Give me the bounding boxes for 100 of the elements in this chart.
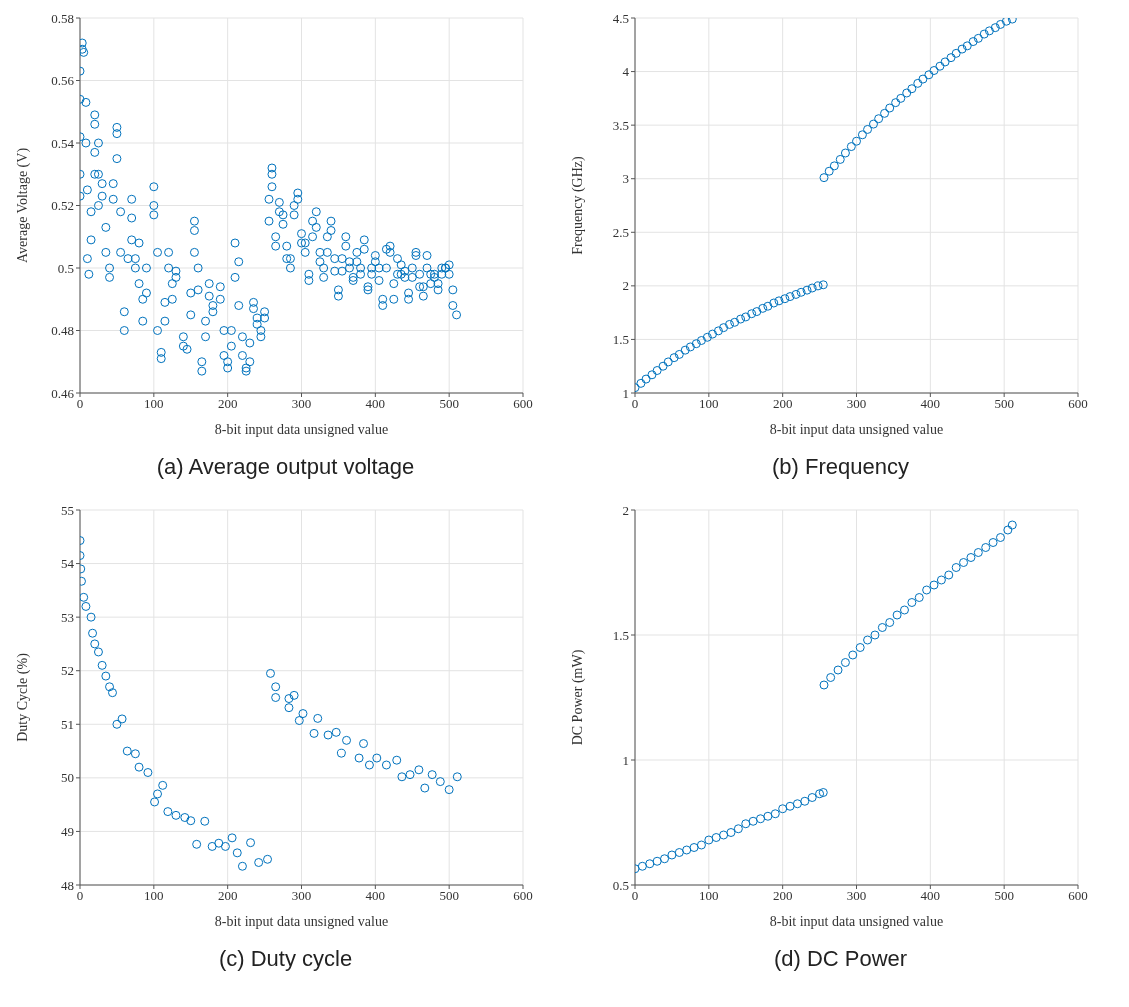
y-tick-label: 4: [622, 64, 630, 80]
y-tick-label: 0.5: [57, 260, 74, 276]
x-tick-label: 500: [994, 396, 1014, 412]
y-axis-title: Frequency (GHz): [569, 155, 586, 255]
x-tick-label: 0: [76, 396, 84, 412]
x-tick-label: 0: [631, 396, 639, 412]
point: [973, 548, 983, 557]
y-tick-label: 0.54: [51, 135, 75, 151]
point: [689, 843, 699, 852]
point: [922, 585, 932, 595]
text: (d) DC Power: [773, 946, 908, 972]
point: [818, 788, 828, 797]
point: [877, 623, 887, 632]
point: [726, 828, 736, 837]
x-tick-label: 0: [76, 888, 84, 904]
y-tick-label: 48: [61, 877, 74, 893]
point: [826, 673, 836, 682]
point: [704, 835, 714, 845]
x-tick-label: 500: [439, 396, 459, 412]
y-tick-label: 1: [622, 752, 629, 768]
point: [929, 580, 939, 590]
point: [885, 618, 895, 627]
point: [870, 630, 880, 640]
text: (c) Duty cycle: [218, 946, 353, 972]
x-axis-title: 8-bit input data unsigned value: [214, 422, 389, 437]
point: [800, 796, 810, 806]
y-tick-label: 0.52: [51, 198, 74, 214]
y-tick-label: 50: [61, 770, 74, 786]
point: [637, 861, 647, 871]
y-axis-title: Average Voltage (V): [14, 147, 31, 264]
x-tick-label: 100: [699, 396, 719, 412]
point: [696, 840, 706, 850]
point: [914, 593, 924, 602]
x-tick-label: 100: [144, 888, 164, 904]
y-tick-label: 4.5: [612, 10, 629, 26]
x-tick-label: 600: [1068, 396, 1088, 412]
point: [907, 598, 917, 607]
x-tick-label: 500: [994, 888, 1014, 904]
point: [995, 533, 1005, 542]
x-axis-title: 8-bit input data unsigned value: [769, 422, 944, 437]
x-tick-label: 0: [631, 888, 639, 904]
y-tick-label: 0.48: [51, 323, 74, 339]
x-tick-label: 600: [513, 396, 533, 412]
y-tick-label: 3.5: [612, 117, 629, 133]
point: [840, 658, 850, 667]
y-axis-title: DC Power (mW): [569, 649, 586, 746]
y-tick-label: 1.5: [612, 332, 629, 348]
x-tick-label: 200: [772, 888, 793, 904]
point: [819, 680, 829, 690]
x-tick-label: 200: [772, 396, 793, 412]
point: [944, 570, 954, 580]
point: [815, 789, 825, 799]
point: [645, 859, 655, 869]
x-tick-label: 100: [144, 396, 164, 412]
text: (b) Frequency: [772, 454, 909, 480]
y-tick-label: 53: [61, 609, 74, 625]
x-tick-label: 400: [920, 396, 941, 412]
x-tick-label: 200: [217, 396, 238, 412]
point: [763, 811, 773, 821]
point: [1007, 520, 1017, 530]
point: [792, 799, 802, 809]
y-tick-label: 0.46: [51, 385, 75, 401]
x-tick-label: 600: [513, 888, 533, 904]
point: [863, 635, 873, 645]
x-tick-label: 400: [365, 396, 386, 412]
text: (a) Average output voltage: [156, 454, 415, 480]
x-tick-label: 300: [846, 396, 867, 412]
x-tick-label: 600: [1068, 888, 1088, 904]
point: [667, 850, 677, 860]
x-axis-title: 8-bit input data unsigned value: [769, 914, 944, 929]
point: [833, 665, 843, 675]
point: [807, 793, 817, 802]
point: [711, 833, 721, 842]
point: [848, 650, 858, 660]
x-tick-label: 500: [439, 888, 459, 904]
y-tick-label: 0.58: [51, 10, 74, 26]
y-tick-label: 0.5: [612, 877, 629, 893]
point: [899, 605, 909, 615]
y-tick-label: 2: [622, 502, 629, 518]
y-tick-label: 3: [622, 171, 629, 187]
point: [785, 801, 795, 811]
y-tick-label: 51: [61, 716, 74, 732]
point: [652, 856, 662, 866]
point: [959, 558, 969, 567]
y-tick-label: 2: [622, 278, 629, 294]
point: [733, 824, 743, 834]
point: [660, 854, 670, 864]
x-tick-label: 300: [846, 888, 867, 904]
y-tick-label: 54: [61, 556, 75, 572]
point: [855, 643, 865, 652]
point: [741, 819, 751, 829]
point: [981, 543, 991, 552]
point: [966, 553, 976, 562]
y-tick-label: 49: [61, 824, 74, 840]
y-tick-label: 55: [61, 502, 74, 518]
x-axis-title: 8-bit input data unsigned value: [214, 914, 389, 929]
y-tick-label: 2.5: [612, 224, 629, 240]
x-tick-label: 400: [365, 888, 386, 904]
y-tick-label: 0.56: [51, 73, 75, 89]
point: [748, 816, 758, 826]
